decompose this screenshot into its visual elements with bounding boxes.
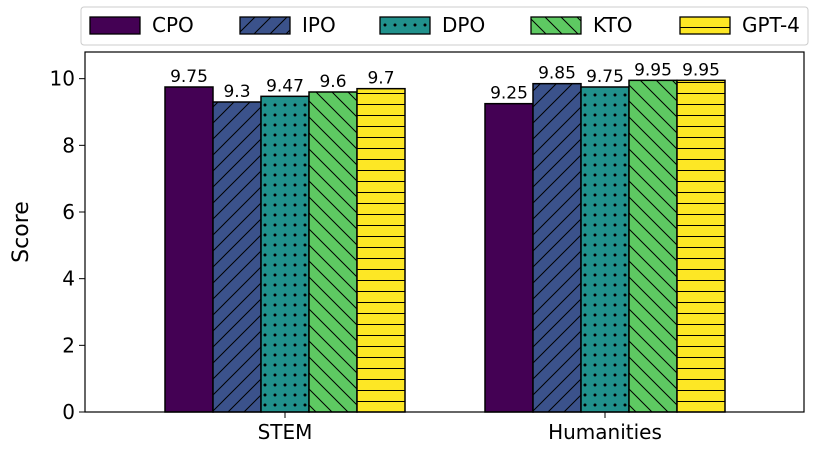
y-tick-label: 0 <box>62 400 75 424</box>
legend-swatch-hatch <box>380 17 430 34</box>
legend-swatch-hatch <box>240 17 290 34</box>
bar-hatch <box>581 87 629 412</box>
bar-hatch <box>629 80 677 412</box>
plot-frame <box>84 51 805 413</box>
bar-value-label: 9.6 <box>319 72 346 92</box>
bar-value-label: 9.3 <box>223 82 250 102</box>
bar-hatch <box>533 83 581 413</box>
y-tick-label: 2 <box>62 333 75 357</box>
legend: CPO IPO DPO KTO GPT-4 <box>80 6 809 46</box>
y-tick-label: 6 <box>62 200 75 224</box>
legend-swatch-hatch <box>680 17 730 34</box>
legend-label: KTO <box>593 13 633 37</box>
legend-label: GPT-4 <box>742 13 800 37</box>
bar-hatch <box>309 92 357 412</box>
y-tick-label: 10 <box>50 67 75 91</box>
legend-label: IPO <box>302 13 336 37</box>
legend-swatch <box>89 16 141 35</box>
y-axis-title: Score <box>9 201 34 263</box>
bar-hatch <box>261 96 309 412</box>
bar-cpo-stem <box>164 86 214 413</box>
bar-value-label: 9.75 <box>586 67 624 87</box>
legend-swatch-hatch <box>531 17 581 34</box>
bar-value-label: 9.95 <box>682 60 720 80</box>
bar-value-label: 9.7 <box>367 69 394 89</box>
bar-hatch <box>213 102 261 412</box>
bar-hatch <box>677 80 725 412</box>
axes: 0 2 4 6 8 10 STEM Humanities <box>50 51 805 444</box>
bar-cpo-humanities <box>484 102 534 413</box>
bar-value-label: 9.85 <box>538 64 576 84</box>
legend-label: CPO <box>152 13 194 37</box>
data-labels: 9.75 9.3 9.47 9.6 9.7 9.25 9.85 9.75 9.95 9.95 <box>170 60 720 103</box>
bar-value-label: 9.95 <box>634 60 672 80</box>
bar-value-label: 9.47 <box>266 76 304 96</box>
bar-hatch <box>357 88 405 413</box>
legend-label: DPO <box>442 13 485 37</box>
x-tick-label: STEM <box>258 420 313 444</box>
bar-value-label: 9.25 <box>490 84 528 104</box>
bars <box>164 79 726 413</box>
y-tick-label: 8 <box>62 133 75 157</box>
x-tick-label: Humanities <box>548 420 662 444</box>
bar-value-label: 9.75 <box>170 67 208 87</box>
y-tick-label: 4 <box>62 267 75 291</box>
